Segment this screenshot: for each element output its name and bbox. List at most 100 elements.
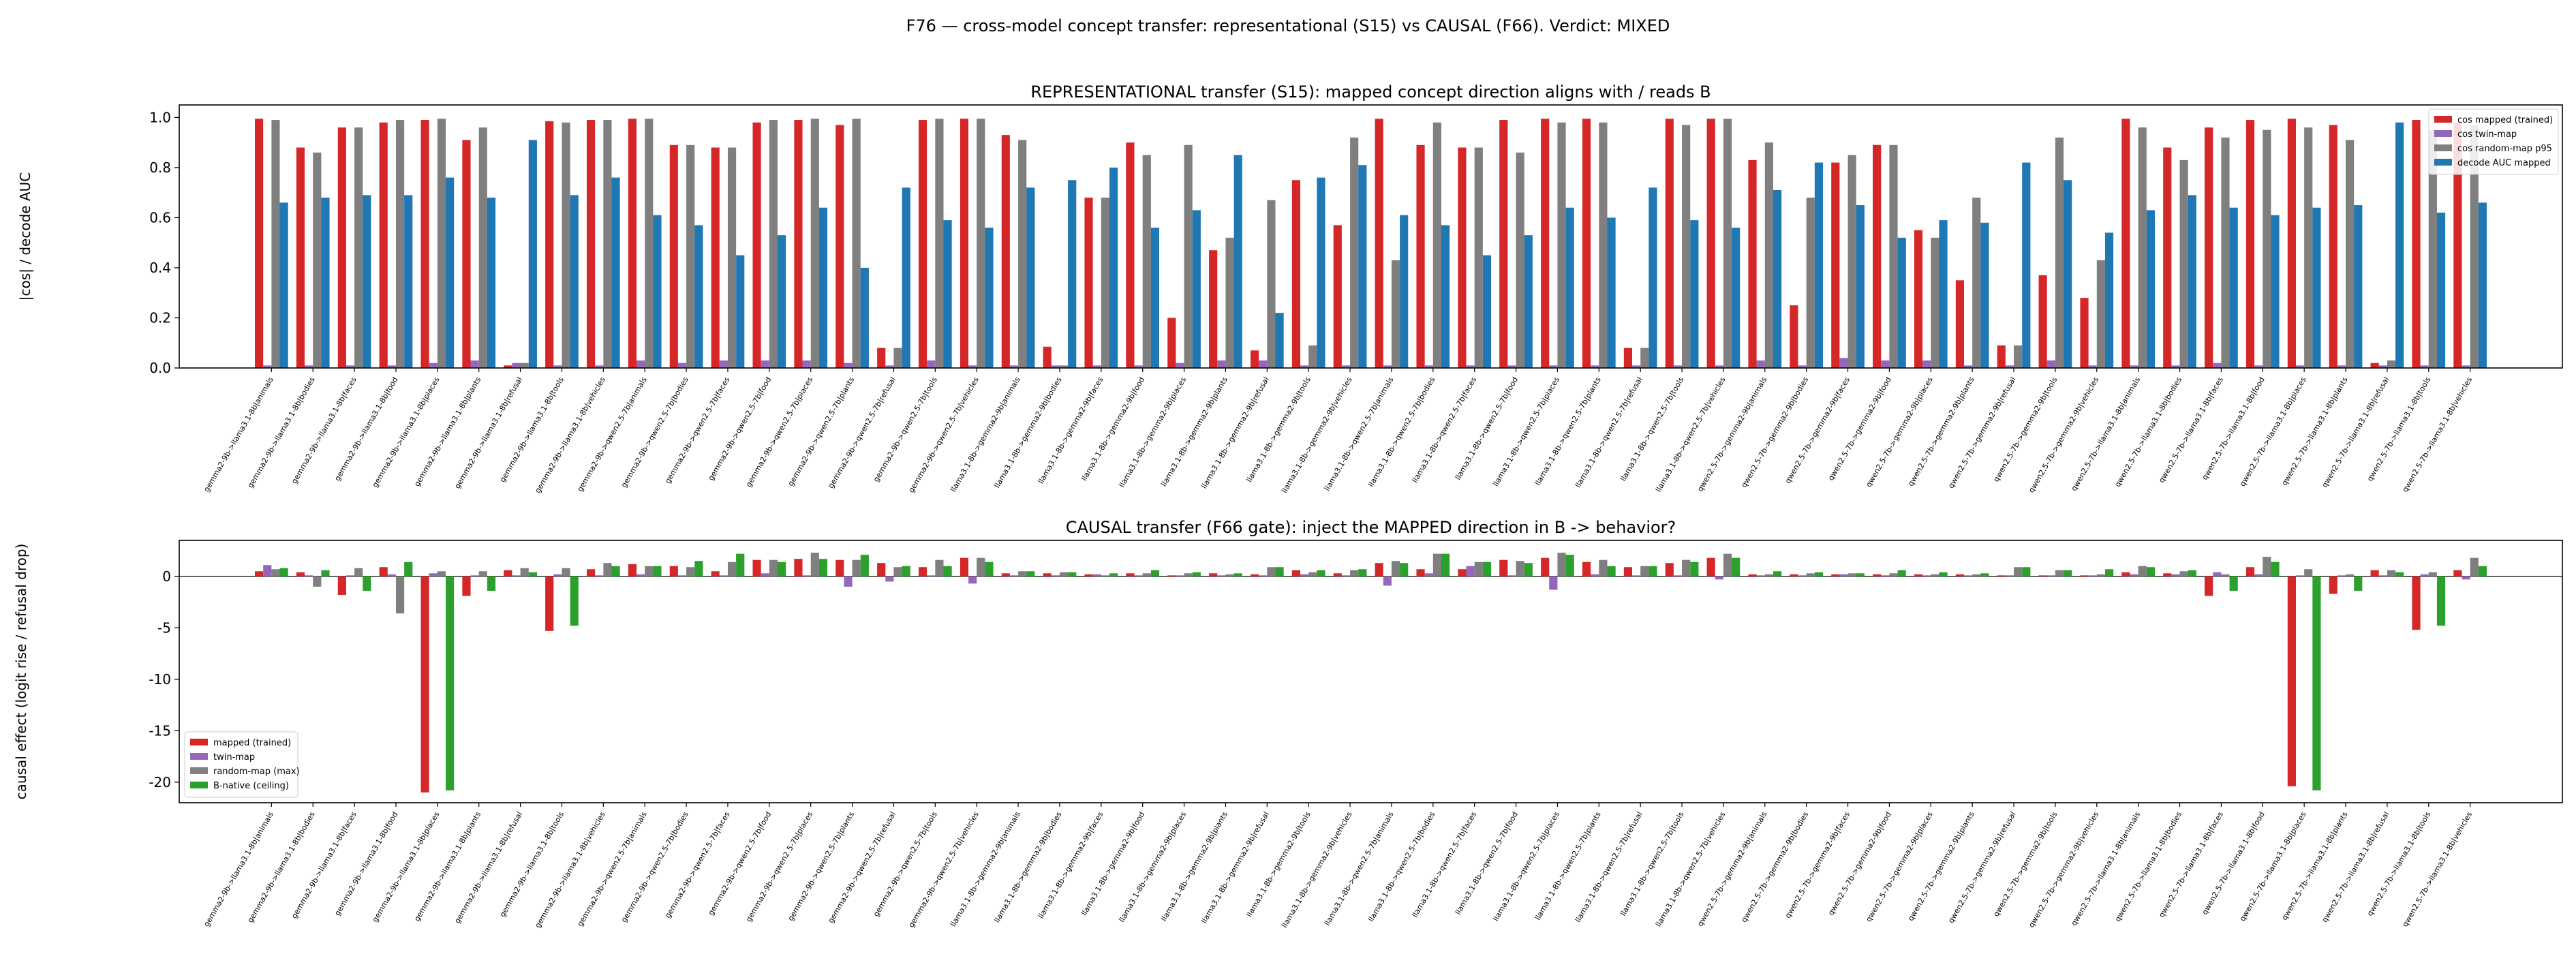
x-tick-label: qwen2.5-7b->llama3.1-8b|vehicles	[2401, 810, 2474, 929]
bar	[263, 565, 272, 576]
bar	[1317, 570, 1325, 576]
bar	[1649, 187, 1657, 368]
bar	[1831, 162, 1840, 369]
bar	[1059, 365, 1069, 368]
bar	[1565, 207, 1574, 368]
bar	[2171, 574, 2180, 576]
bar	[1092, 574, 1101, 576]
bar	[395, 120, 405, 369]
bar	[1432, 122, 1441, 368]
bar	[363, 576, 371, 591]
plot-frame	[179, 104, 2563, 369]
bar	[736, 255, 745, 368]
bar	[1482, 255, 1492, 368]
bar	[1416, 144, 1425, 369]
y-tick-label: 0.4	[149, 260, 171, 276]
bar	[2022, 162, 2031, 369]
bar	[1665, 119, 1674, 368]
bar	[1341, 575, 1351, 576]
bar	[1748, 574, 1757, 576]
bar	[420, 120, 429, 369]
bar	[1134, 365, 1143, 368]
bar	[2312, 207, 2321, 368]
bar	[1250, 350, 1259, 368]
bar	[686, 144, 695, 369]
legend-swatch	[190, 753, 208, 760]
x-tick-label: qwen2.5-7b->gemma2-9b|bodies	[1739, 375, 1810, 489]
x-tick-label: qwen2.5-7b->llama3.1-8b|bodies	[2113, 810, 2183, 923]
bar	[2014, 567, 2023, 576]
bar	[1897, 570, 1906, 576]
bar	[2213, 572, 2222, 576]
bar	[504, 365, 512, 368]
bar	[545, 576, 554, 631]
bar	[279, 202, 288, 368]
bar	[1541, 557, 1550, 576]
bar	[960, 557, 969, 576]
bar	[1217, 360, 1226, 368]
bar	[1250, 574, 1259, 576]
bar	[960, 119, 969, 368]
bar	[2312, 576, 2321, 790]
x-tick-label: qwen2.5-7b->gemma2-9b|animals	[1696, 375, 1768, 493]
bar	[1225, 237, 1234, 368]
bar	[1441, 225, 1450, 368]
bar	[1881, 360, 1890, 368]
bar	[769, 559, 778, 576]
legend-swatch	[2434, 116, 2452, 123]
bar	[1963, 575, 1973, 576]
bar	[1881, 575, 1890, 576]
bar	[2179, 571, 2188, 576]
bar	[2213, 363, 2222, 368]
bar	[379, 122, 388, 368]
bar	[1673, 365, 1683, 368]
bar	[1764, 574, 1773, 576]
bar	[2171, 365, 2180, 368]
bar	[802, 360, 811, 368]
bar	[1101, 575, 1109, 576]
bar	[943, 566, 952, 576]
bar	[570, 576, 579, 626]
bar	[1350, 570, 1359, 576]
bar	[1499, 120, 1508, 369]
bar	[1847, 155, 1856, 368]
legend-box	[184, 731, 298, 798]
bar	[1798, 575, 1807, 576]
bar	[852, 559, 861, 576]
bar	[1499, 559, 1508, 576]
bar	[968, 365, 977, 368]
bar	[711, 571, 720, 576]
bar	[1732, 557, 1741, 576]
bar	[686, 567, 695, 576]
bar	[1856, 205, 1865, 368]
bar	[1259, 360, 1268, 368]
x-tick-label: qwen2.5-7b->llama3.1-8b|bodies	[2113, 375, 2183, 489]
bar	[794, 120, 803, 369]
bar	[1997, 345, 2006, 368]
bar	[1167, 318, 1176, 368]
bar	[1092, 365, 1101, 368]
bar	[761, 573, 769, 576]
bar	[603, 120, 612, 369]
bar	[1458, 569, 1467, 576]
bar	[1424, 365, 1433, 368]
legend-label: B-native (ceiling)	[213, 781, 289, 791]
bar	[1507, 575, 1516, 576]
chart-title: CAUSAL transfer (F66 gate): inject the M…	[1066, 518, 1676, 537]
bar	[1682, 559, 1691, 576]
bar	[2121, 119, 2130, 368]
x-tick-label: gemma2-9b->qwen2.5-7b|bodies	[619, 375, 690, 489]
bar	[1806, 198, 1815, 368]
x-tick-label: llama3.1-8b->qwen2.5-7b|refusal	[1574, 375, 1644, 489]
bar	[1582, 119, 1591, 368]
bar	[2412, 120, 2421, 369]
bar	[2478, 566, 2487, 576]
bar	[2387, 360, 2396, 368]
bar	[977, 557, 985, 576]
bar	[562, 568, 570, 576]
x-tick-label: qwen2.5-7b->gemma2-9b|animals	[1696, 810, 1768, 928]
bar	[1150, 570, 1160, 576]
bar	[305, 365, 313, 368]
bar	[1798, 365, 1807, 368]
